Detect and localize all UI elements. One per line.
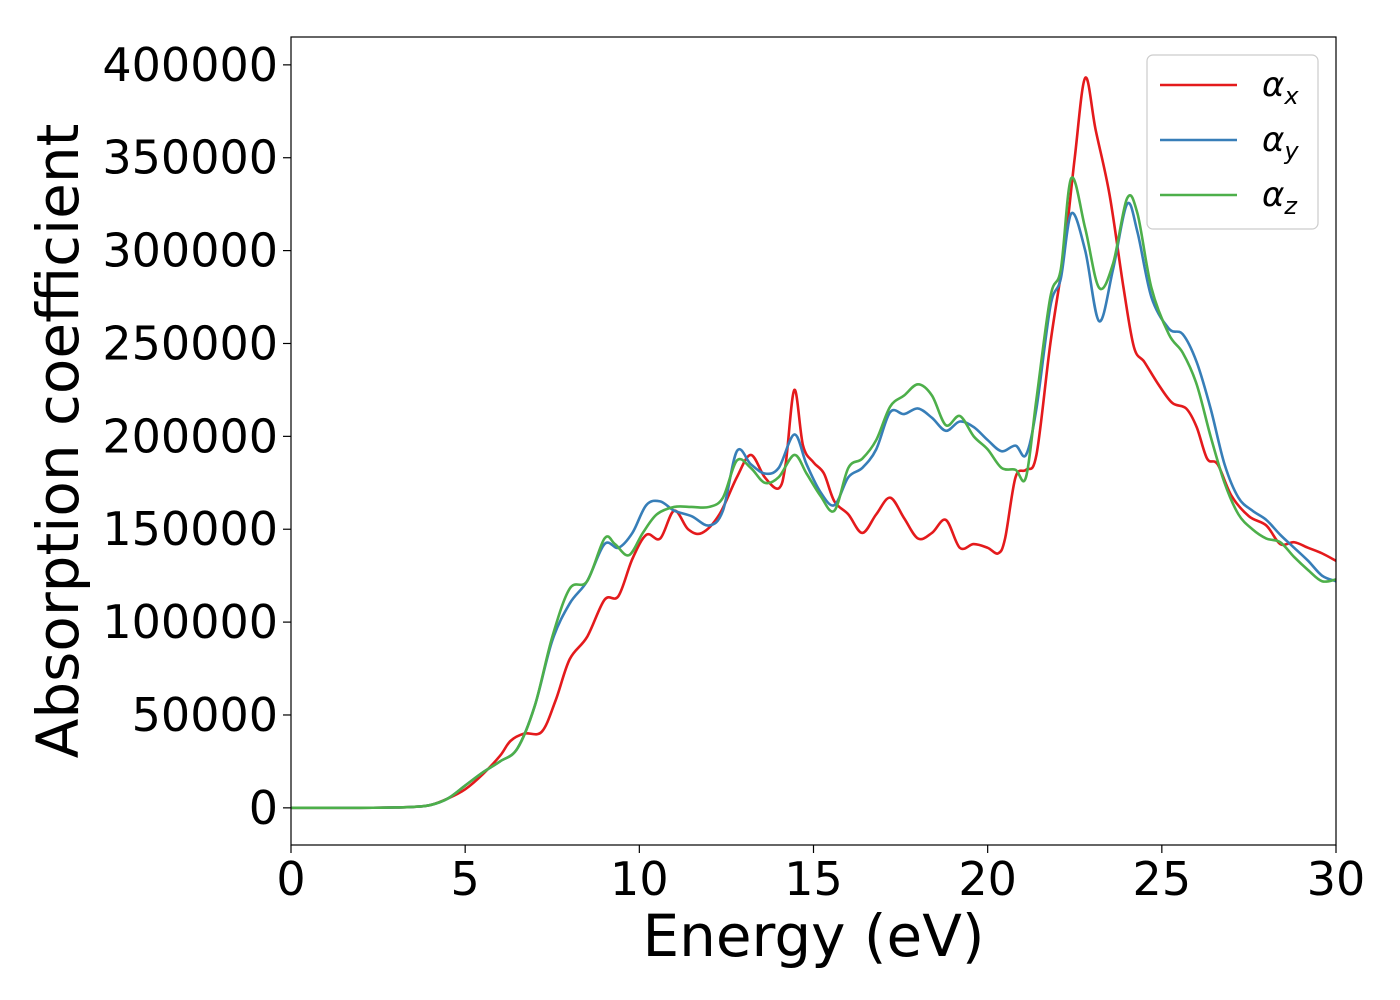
- y-tick-label: 0: [249, 781, 278, 835]
- series-line-y: [291, 201, 1336, 810]
- y-axis-title: Absorption coefficient: [24, 124, 92, 759]
- x-tick-label: 25: [1133, 852, 1192, 906]
- y-tick-label: 300000: [102, 224, 278, 278]
- x-tick-label: 5: [451, 852, 480, 906]
- legend-box: [1146, 54, 1319, 230]
- y-tick-label: 250000: [102, 316, 278, 370]
- legend-label-z: αz: [1262, 175, 1298, 220]
- y-tick-label: 350000: [102, 131, 278, 185]
- y-tick-label: 200000: [102, 409, 278, 463]
- x-axis-title: Energy (eV): [642, 902, 984, 970]
- x-tick-label: 20: [958, 852, 1017, 906]
- x-tick-label: 15: [784, 852, 843, 906]
- legend: αx αy αz: [1146, 54, 1319, 230]
- series-line-x: [291, 76, 1336, 810]
- legend-label-x: αx: [1262, 65, 1299, 110]
- series-line-z: [291, 176, 1336, 810]
- y-tick-label: 150000: [102, 502, 278, 556]
- x-tick-label: 0: [276, 852, 305, 906]
- x-tick-label: 10: [610, 852, 669, 906]
- x-tick-label: 30: [1307, 852, 1366, 906]
- y-tick-label: 400000: [102, 38, 278, 92]
- y-tick-label: 100000: [102, 595, 278, 649]
- y-tick-label: 50000: [132, 688, 278, 742]
- legend-label-y: αy: [1262, 120, 1299, 165]
